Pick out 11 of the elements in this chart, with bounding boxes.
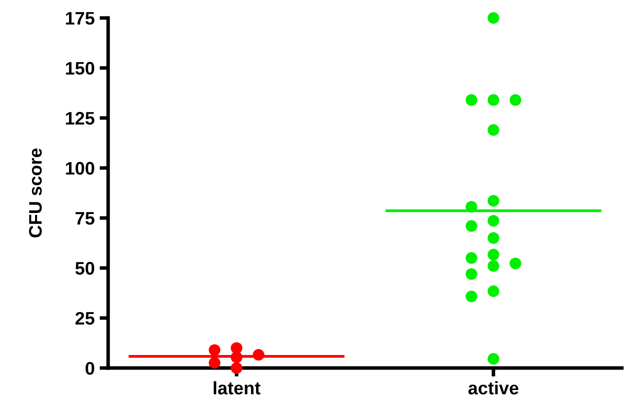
y-tick-label: 100 bbox=[66, 162, 94, 175]
y-tick-label: 25 bbox=[75, 312, 94, 325]
y-tick-label: 150 bbox=[66, 62, 94, 75]
y-tick-label: 125 bbox=[66, 112, 94, 125]
x-tick-label: latent bbox=[214, 381, 260, 394]
y-tick-label: 50 bbox=[75, 262, 94, 275]
y-tick-label: 175 bbox=[66, 12, 94, 25]
y-tick-label: 75 bbox=[76, 212, 94, 225]
y-tick-label: 0 bbox=[86, 362, 94, 375]
y-axis-title: CFU score bbox=[29, 148, 42, 238]
x-tick-label: active bbox=[468, 381, 518, 394]
